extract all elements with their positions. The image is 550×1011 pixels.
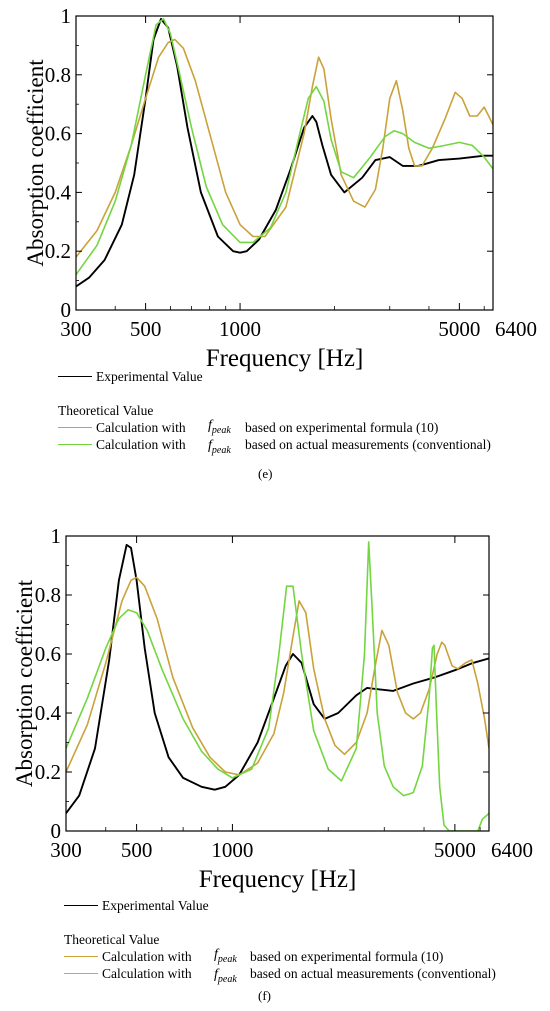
y-axis-label: Absorption coefficient — [12, 579, 37, 787]
x-tick-label: 500 — [121, 838, 153, 862]
series-line-experimental — [66, 543, 489, 814]
y-tick-label: 0.8 — [45, 63, 71, 87]
x-tick-label: 5000 — [438, 317, 480, 341]
legend-title-theoretical: Theoretical Value — [0, 402, 550, 420]
legend-calc-prefix: Calculation with — [102, 966, 192, 981]
x-tick-label: 1000 — [219, 317, 261, 341]
legend-calc-prefix: Calculation with — [96, 437, 186, 452]
fpeak-symbol: fpeak — [208, 438, 231, 456]
panel-label-f: (f) — [258, 988, 271, 1003]
x-tick-label: 6400 — [495, 317, 537, 341]
legend-item-measured: Calculation with fpeak based on actual m… — [0, 436, 550, 456]
series-line-measured — [66, 541, 489, 831]
x-tick-label: 300 — [50, 838, 82, 862]
y-axis-label: Absorption coefficient — [23, 59, 48, 267]
x-tick-label: 300 — [60, 317, 92, 341]
legend-swatch-measured — [58, 444, 92, 445]
plot-frame — [65, 535, 490, 832]
series-line-formula — [66, 576, 489, 776]
y-tick-label: 0.6 — [45, 122, 71, 146]
chart-panel-f: 0 0.2 0.4 0.6 0.8 1 300 500 1000 5000 6400 Frequenc… — [0, 515, 550, 1011]
y-tick-label: 1 — [61, 4, 72, 28]
legend-calc-prefix: Calculation with — [102, 949, 192, 964]
legend-item-experimental: Experimental Value — [0, 897, 550, 915]
legend-item-formula: Calculation with fpeak based on experime… — [0, 418, 550, 437]
x-axis-label: Frequency [Hz] — [199, 866, 357, 893]
legend-theoretical-title: Theoretical Value — [58, 403, 154, 418]
x-tick-label: 6400 — [491, 838, 533, 862]
legend-e: Experimental Value Theoretical Value Cal… — [0, 368, 550, 468]
fpeak-symbol: fpeak — [214, 967, 237, 985]
y-tick-label: 0.6 — [35, 642, 61, 666]
chart-e-plot: 0 0.2 0.4 0.6 0.8 1 300 500 1000 5000 6400 Frequenc… — [23, 4, 537, 372]
chart-panel-e: 0 0.2 0.4 0.6 0.8 1 300 500 1000 5000 6400 Frequenc… — [0, 0, 550, 490]
y-tick-label: 0.4 — [45, 180, 72, 204]
legend-formula-suffix: based on experimental formula (10) — [245, 420, 439, 435]
legend-f: Experimental Value Theoretical Value Cal… — [0, 895, 550, 995]
panel-label-e: (e) — [258, 466, 273, 481]
legend-formula-suffix: based on experimental formula (10) — [250, 949, 444, 964]
x-axis-label: Frequency [Hz] — [206, 345, 364, 372]
legend-label-experimental: Experimental Value — [96, 369, 203, 384]
y-tick-label: 1 — [51, 524, 62, 548]
x-tick-label: 500 — [130, 317, 162, 341]
x-tick-label: 5000 — [434, 838, 476, 862]
series-line-measured — [76, 18, 493, 276]
legend-item-experimental: Experimental Value — [0, 368, 550, 386]
legend-swatch-formula — [58, 427, 92, 428]
legend-title-theoretical: Theoretical Value — [0, 931, 550, 949]
legend-swatch-formula — [64, 956, 98, 957]
y-tick-label: 0.8 — [35, 583, 61, 607]
legend-swatch-experimental — [58, 376, 92, 377]
fpeak-symbol: fpeak — [208, 418, 231, 436]
y-tick-label: 0.4 — [35, 701, 62, 725]
legend-theoretical-title: Theoretical Value — [64, 932, 160, 947]
legend-label-experimental: Experimental Value — [102, 898, 209, 913]
fpeak-symbol: fpeak — [214, 947, 237, 965]
legend-calc-prefix: Calculation with — [96, 420, 186, 435]
legend-swatch-experimental — [64, 905, 98, 906]
legend-measured-suffix: based on actual measurements (convention… — [245, 437, 491, 452]
legend-swatch-measured — [64, 973, 98, 974]
y-tick-label: 0.2 — [35, 760, 61, 784]
y-tick-label: 0 — [51, 819, 62, 843]
legend-item-measured: Calculation with fpeak based on actual m… — [0, 965, 550, 985]
legend-item-formula: Calculation with fpeak based on experime… — [0, 947, 550, 966]
x-tick-label: 1000 — [211, 838, 253, 862]
y-tick-label: 0.2 — [45, 239, 71, 263]
chart-f-plot: 0 0.2 0.4 0.6 0.8 1 300 500 1000 5000 6400 Frequenc… — [12, 524, 533, 893]
y-tick-label: 0 — [61, 298, 72, 322]
legend-measured-suffix: based on actual measurements (convention… — [250, 966, 496, 981]
series-line-experimental — [76, 17, 493, 288]
